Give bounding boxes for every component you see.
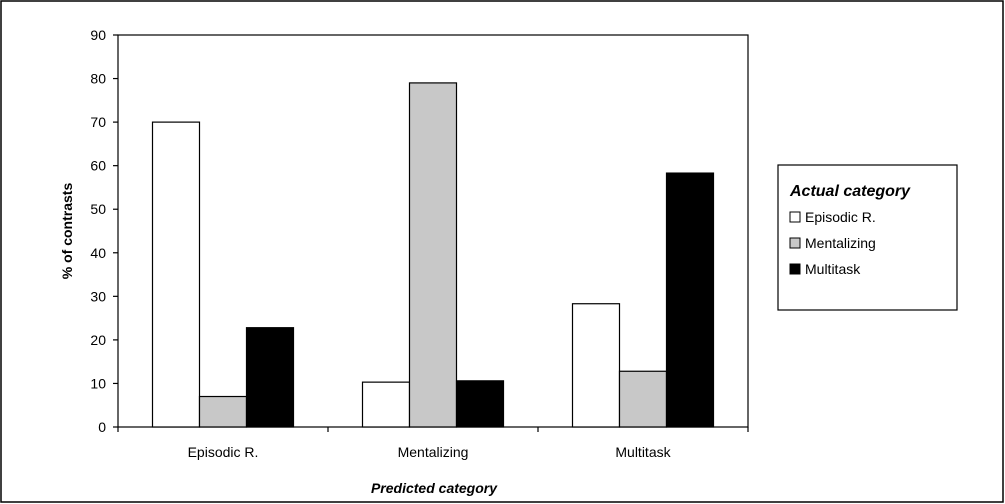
legend-swatch (789, 263, 801, 275)
y-tick-label: 80 (90, 71, 106, 87)
bar (361, 381, 411, 428)
x-category-label: Episodic R. (188, 444, 259, 460)
y-tick-label: 50 (90, 201, 106, 217)
legend-swatch (789, 237, 801, 249)
x-category-label: Mentalizing (398, 444, 469, 460)
y-tick-label: 20 (90, 332, 106, 348)
y-tick-label: 30 (90, 288, 106, 304)
y-tick-label: 70 (90, 114, 106, 130)
legend: Actual category Episodic R. Mentalizing Mu… (777, 164, 958, 311)
y-axis-title: % of contrasts (59, 183, 75, 280)
bar (665, 172, 715, 428)
legend-swatch (789, 211, 801, 223)
legend-label: Mentalizing (805, 235, 876, 251)
y-tick-label: 0 (98, 419, 106, 435)
y-tick-label: 60 (90, 158, 106, 174)
legend-title: Actual category (789, 183, 911, 200)
bar (618, 370, 668, 428)
bars-group (151, 82, 715, 428)
bar (151, 121, 201, 428)
y-tick-label: 40 (90, 245, 106, 261)
bar (245, 327, 295, 428)
legend-label: Episodic R. (805, 209, 876, 225)
bar (198, 395, 248, 428)
y-tick-label: 10 (90, 375, 106, 391)
y-axis: 0 10 20 30 40 50 60 70 80 90 (90, 27, 118, 435)
x-axis: Episodic R. Mentalizing Multitask (117, 427, 749, 460)
bar (408, 82, 458, 428)
legend-label: Multitask (805, 261, 861, 277)
bar (455, 380, 505, 428)
x-axis-title: Predicted category (371, 480, 498, 496)
y-tick-label: 90 (90, 27, 106, 43)
x-category-label: Multitask (615, 444, 671, 460)
bar (571, 303, 621, 428)
legend-box (777, 164, 958, 311)
